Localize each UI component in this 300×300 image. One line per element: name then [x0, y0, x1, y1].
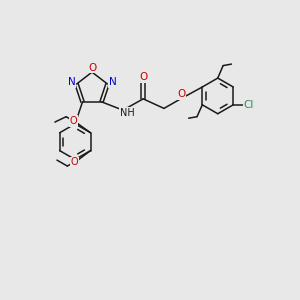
Text: NH: NH	[120, 108, 134, 118]
Text: Cl: Cl	[244, 100, 254, 110]
Text: O: O	[70, 158, 78, 167]
Text: O: O	[177, 89, 185, 99]
Text: N: N	[109, 77, 116, 87]
Text: O: O	[139, 72, 147, 82]
Text: O: O	[88, 63, 96, 73]
Text: O: O	[70, 116, 77, 126]
Text: N: N	[68, 77, 75, 87]
